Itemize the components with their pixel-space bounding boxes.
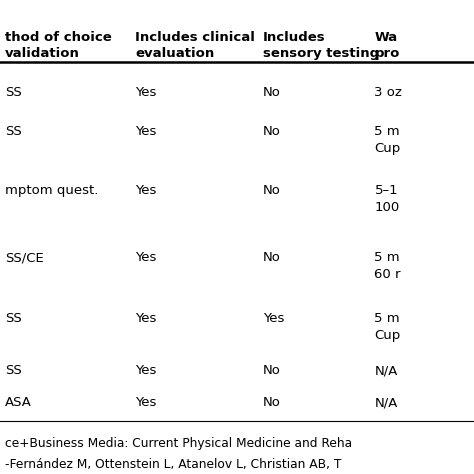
Text: thod of choice
validation: thod of choice validation: [5, 31, 111, 60]
Text: Yes: Yes: [135, 86, 156, 99]
Text: Wa
pro: Wa pro: [374, 31, 400, 60]
Text: Yes: Yes: [135, 396, 156, 410]
Text: No: No: [263, 86, 281, 99]
Text: Yes: Yes: [263, 312, 284, 326]
Text: No: No: [263, 365, 281, 377]
Text: Includes
sensory testing: Includes sensory testing: [263, 31, 379, 60]
Text: Yes: Yes: [135, 312, 156, 326]
Text: 5–1
100: 5–1 100: [374, 184, 400, 214]
Text: 5 m
Cup: 5 m Cup: [374, 312, 401, 342]
Text: Yes: Yes: [135, 125, 156, 138]
Text: Yes: Yes: [135, 251, 156, 264]
Text: 5 m
60 r: 5 m 60 r: [374, 251, 401, 281]
Text: No: No: [263, 125, 281, 138]
Text: No: No: [263, 184, 281, 197]
Text: N/A: N/A: [374, 365, 398, 377]
Text: SS: SS: [5, 312, 21, 326]
Text: SS: SS: [5, 125, 21, 138]
Text: mptom quest.: mptom quest.: [5, 184, 98, 197]
Text: No: No: [263, 251, 281, 264]
Text: 5 m
Cup: 5 m Cup: [374, 125, 401, 155]
Text: N/A: N/A: [374, 396, 398, 410]
Text: Yes: Yes: [135, 365, 156, 377]
Text: SS/CE: SS/CE: [5, 251, 44, 264]
Text: ce+Business Media: Current Physical Medicine and Reha: ce+Business Media: Current Physical Medi…: [5, 437, 352, 449]
Text: Includes clinical
evaluation: Includes clinical evaluation: [135, 31, 255, 60]
Text: SS: SS: [5, 365, 21, 377]
Text: 3 oz: 3 oz: [374, 86, 402, 99]
Text: No: No: [263, 396, 281, 410]
Text: Yes: Yes: [135, 184, 156, 197]
Text: ASA: ASA: [5, 396, 32, 410]
Text: -Fernández M, Ottenstein L, Atanelov L, Christian AB, T: -Fernández M, Ottenstein L, Atanelov L, …: [5, 458, 341, 471]
Text: SS: SS: [5, 86, 21, 99]
